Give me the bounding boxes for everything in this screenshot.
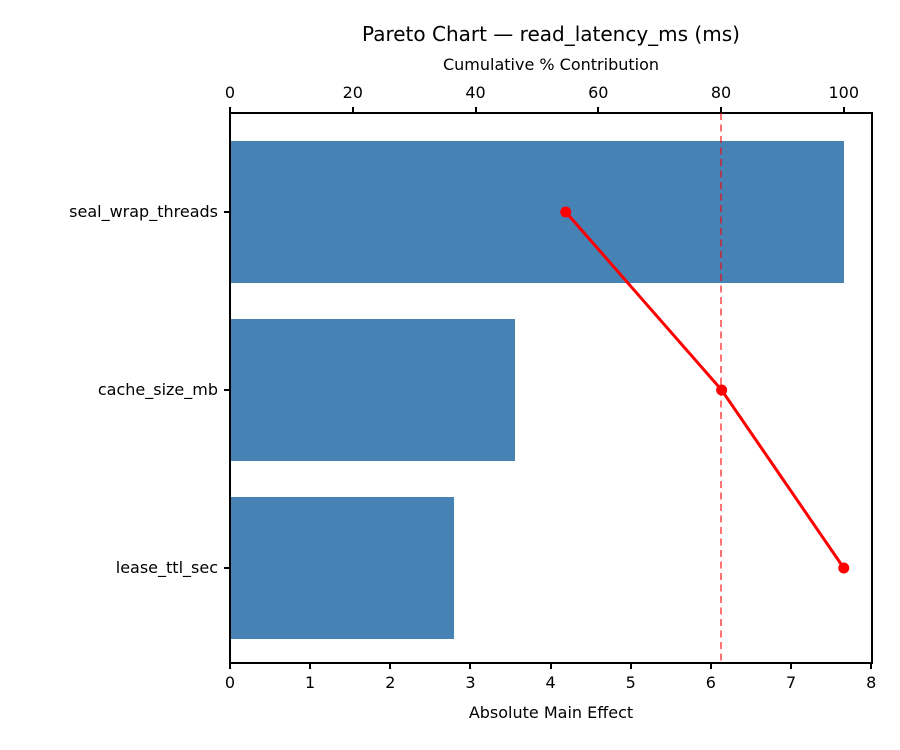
bar-cache_size_mb [230, 319, 516, 461]
x-bottom-tick-label: 4 [545, 673, 556, 692]
x-top-tick-label: 80 [710, 83, 732, 102]
x-bottom-tick-label: 6 [705, 673, 716, 692]
cumulative-line [564, 211, 846, 569]
x-top-tick [720, 107, 722, 113]
top-axis-label: Cumulative % Contribution [442, 55, 660, 74]
x-bottom-tick-label: 7 [785, 673, 797, 692]
right-spine [871, 112, 873, 664]
bottom-axis-label: Absolute Main Effect [468, 703, 634, 722]
cumulative-point-lease_ttl_sec [838, 562, 850, 574]
category-label-cache_size_mb: cache_size_mb [97, 380, 218, 399]
x-top-tick-label: 40 [465, 83, 486, 102]
bar-seal_wrap_threads [230, 141, 844, 283]
y-tick [224, 567, 230, 569]
x-bottom-tick-label: 8 [866, 673, 877, 692]
x-bottom-tick [309, 663, 312, 669]
y-tick [224, 389, 230, 391]
x-bottom-tick-label: 3 [465, 673, 476, 692]
x-top-tick-label: 100 [828, 83, 860, 102]
x-top-tick [597, 107, 600, 113]
x-bottom-tick [229, 663, 231, 669]
x-top-tick-label: 0 [224, 83, 236, 102]
x-bottom-tick-label: 5 [625, 673, 636, 692]
category-label-seal_wrap_threads: seal_wrap_threads [69, 202, 218, 221]
x-bottom-tick [549, 663, 552, 669]
cumulative-line-overlay [560, 113, 850, 663]
y-tick [224, 211, 230, 213]
x-top-tick [229, 107, 231, 113]
bottom-spine [229, 662, 873, 664]
cumulative-point-seal_wrap_threads [560, 206, 572, 218]
x-bottom-tick [790, 663, 793, 669]
x-top-tick [351, 107, 354, 113]
x-bottom-tick [629, 663, 632, 669]
top-spine [229, 112, 873, 114]
x-bottom-tick-label: 2 [385, 673, 396, 692]
x-bottom-tick [709, 663, 712, 669]
x-bottom-tick [389, 663, 392, 669]
x-bottom-tick-label: 0 [224, 673, 236, 692]
x-top-tick-label: 60 [588, 83, 609, 102]
x-top-tick-label: 20 [342, 83, 363, 102]
x-top-tick [474, 107, 477, 113]
bar-lease_ttl_sec [230, 497, 454, 639]
x-bottom-tick [469, 663, 472, 669]
cumulative-point-cache_size_mb [716, 384, 728, 396]
x-bottom-tick-label: 1 [305, 673, 316, 692]
chart-title: Pareto Chart — read_latency_ms (ms) [362, 22, 740, 46]
x-top-tick [842, 107, 845, 113]
x-bottom-tick [870, 663, 873, 669]
category-label-lease_ttl_sec: lease_ttl_sec [115, 558, 218, 577]
left-spine [229, 112, 231, 664]
